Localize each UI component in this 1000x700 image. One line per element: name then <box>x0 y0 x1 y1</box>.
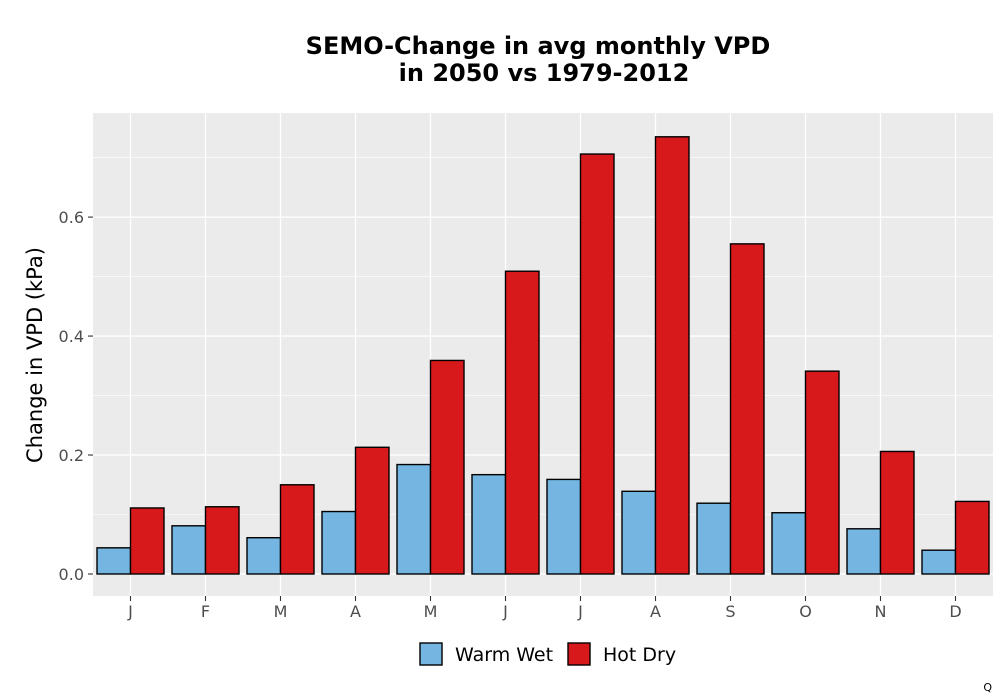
bar-warm-wet <box>471 473 507 575</box>
bar-warm-wet <box>621 490 657 575</box>
corner-mark: Q <box>983 681 992 694</box>
bar-hot-dry <box>129 507 165 575</box>
bar-warm-wet <box>921 549 957 575</box>
bar-warm-wet <box>771 512 807 575</box>
bar-hot-dry <box>279 484 315 575</box>
x-tick-label: J <box>127 602 133 621</box>
bar-hot-dry <box>204 506 240 575</box>
bar-hot-dry <box>579 153 615 575</box>
bar-hot-dry <box>654 136 690 575</box>
x-tick-label: O <box>799 602 812 621</box>
bar-warm-wet <box>396 463 432 575</box>
chart-title-line1: SEMO-Change in avg monthly VPD <box>306 32 771 60</box>
bar-warm-wet <box>546 478 582 575</box>
chart-title-line2: in 2050 vs 1979-2012 <box>399 59 690 87</box>
legend-key-hot-dry <box>567 642 591 666</box>
x-tick-label: F <box>201 602 210 621</box>
bar-hot-dry <box>354 446 390 575</box>
x-tick-label: A <box>650 602 661 621</box>
bar-hot-dry <box>429 359 465 575</box>
bar-warm-wet <box>321 510 357 575</box>
bar-hot-dry <box>504 270 540 575</box>
bar-hot-dry <box>804 370 840 575</box>
y-tick-label: 0.0 <box>59 565 84 584</box>
y-tick-label: 0.6 <box>59 208 84 227</box>
x-tick-label: S <box>725 602 735 621</box>
x-tick-label: D <box>949 602 961 621</box>
x-tick-label: A <box>350 602 361 621</box>
y-axis: 0.0 0.2 0.4 0.6 <box>59 208 93 584</box>
legend-label: Hot Dry <box>603 644 676 666</box>
bar-warm-wet <box>246 537 282 575</box>
y-tick-label: 0.4 <box>59 327 84 346</box>
bar-warm-wet <box>171 525 207 575</box>
y-axis-title: Change in VPD (kPa) <box>23 247 47 463</box>
legend-key-warm-wet <box>419 642 443 666</box>
x-tick-label: J <box>577 602 583 621</box>
bar-warm-wet <box>696 502 732 575</box>
plot-panel <box>93 113 993 596</box>
x-tick-label: M <box>424 602 438 621</box>
bar-hot-dry <box>729 243 765 575</box>
legend-label: Warm Wet <box>455 644 553 666</box>
x-tick-label: N <box>875 602 887 621</box>
x-tick-label: J <box>502 602 508 621</box>
legend: Warm Wet Hot Dry <box>419 642 676 666</box>
bar-warm-wet <box>846 528 882 575</box>
x-tick-label: M <box>274 602 288 621</box>
bar-hot-dry <box>954 500 990 575</box>
bar-hot-dry <box>879 450 915 575</box>
bar-warm-wet <box>96 547 132 575</box>
bars <box>96 136 990 575</box>
y-tick-label: 0.2 <box>59 446 84 465</box>
